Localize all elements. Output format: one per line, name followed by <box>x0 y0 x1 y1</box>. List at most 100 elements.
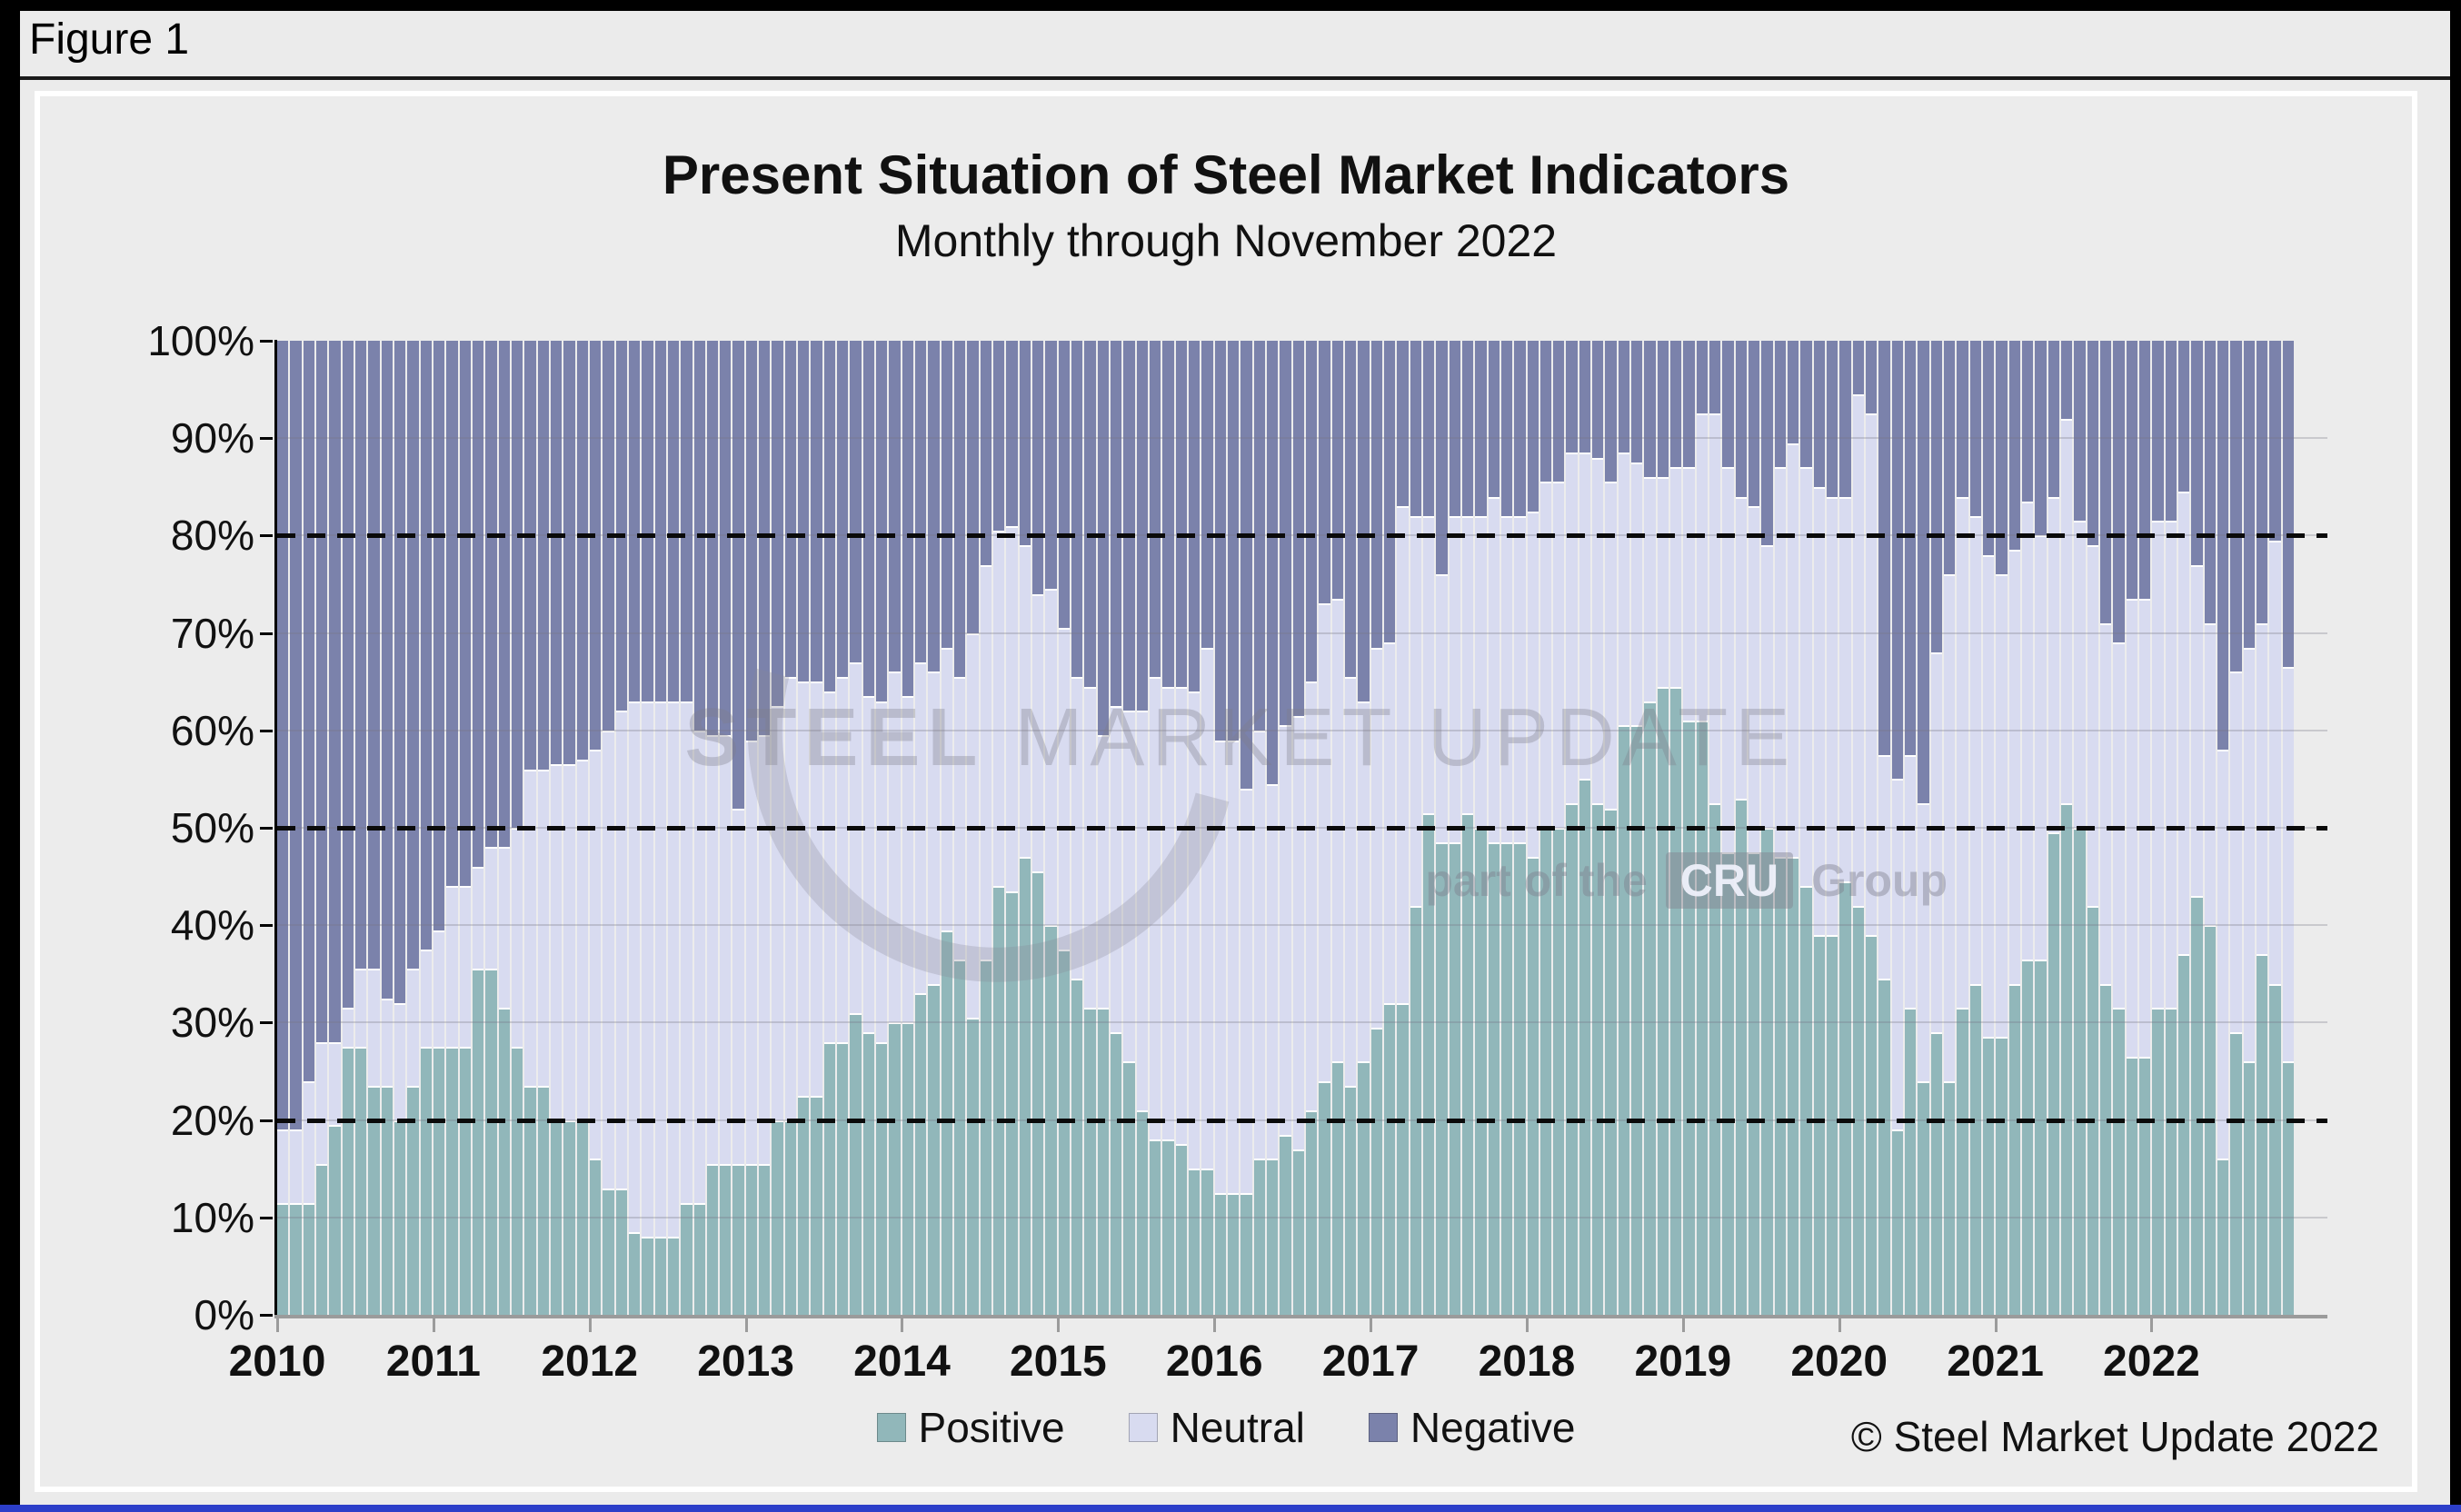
segment-negative <box>876 341 888 701</box>
segment-negative <box>550 341 563 765</box>
y-tick <box>260 729 273 732</box>
segment-positive <box>315 1163 328 1315</box>
segment-neutral <box>2113 642 2125 1009</box>
segment-negative <box>1579 341 1591 453</box>
segment-positive <box>368 1086 380 1315</box>
segment-positive <box>1019 857 1031 1315</box>
segment-positive <box>1709 803 1721 1315</box>
segment-neutral <box>589 750 602 1159</box>
segment-positive <box>1344 1086 1357 1315</box>
segment-negative <box>1319 341 1330 604</box>
segment-neutral <box>524 769 536 1087</box>
bar-month <box>1006 341 1018 1315</box>
segment-positive <box>2035 959 2047 1315</box>
x-tick <box>901 1318 904 1332</box>
figure-label: Figure 1 <box>29 15 190 64</box>
bar-month <box>1084 341 1096 1315</box>
segment-positive <box>524 1086 536 1315</box>
segment-negative <box>2204 341 2216 623</box>
segment-negative <box>889 341 901 672</box>
segment-neutral <box>2204 622 2216 926</box>
bar-month <box>1878 341 1890 1315</box>
bar-month <box>1136 341 1148 1315</box>
segment-negative <box>1280 341 1291 726</box>
page-border-right <box>2450 0 2461 1512</box>
segment-neutral <box>1957 496 1968 1009</box>
bar-month <box>485 341 497 1315</box>
segment-negative <box>1331 341 1343 600</box>
bar-month <box>589 341 602 1315</box>
segment-neutral <box>1097 735 1109 1009</box>
segment-neutral <box>1162 686 1174 1140</box>
segment-negative <box>2217 341 2229 751</box>
segment-positive <box>1358 1061 1370 1315</box>
segment-positive <box>1123 1061 1135 1315</box>
segment-negative <box>2087 341 2098 546</box>
segment-positive <box>1800 886 1812 1315</box>
bar-month <box>2074 341 2086 1315</box>
bar-month <box>368 341 380 1315</box>
bar-month <box>1111 341 1122 1315</box>
segment-positive <box>589 1159 602 1315</box>
segment-positive <box>1032 871 1044 1315</box>
bar-month <box>1969 341 1981 1315</box>
segment-negative <box>1019 341 1031 546</box>
bar-month <box>1162 341 1174 1315</box>
segment-positive <box>1331 1061 1343 1315</box>
bar-month <box>1605 341 1617 1315</box>
bar-month <box>2152 341 2164 1315</box>
bar-month <box>1944 341 1956 1315</box>
bar-month <box>1709 341 1721 1315</box>
segment-positive <box>1670 686 1682 1315</box>
watermark-text-bold: STEEL <box>684 691 985 783</box>
segment-negative <box>1527 341 1539 512</box>
segment-neutral <box>576 759 588 1120</box>
segment-negative <box>1045 341 1057 590</box>
segment-positive <box>967 1018 979 1315</box>
segment-positive <box>1774 857 1787 1315</box>
segment-negative <box>772 341 783 706</box>
segment-negative <box>1227 341 1240 741</box>
segment-positive <box>837 1041 849 1315</box>
segment-positive <box>1449 842 1460 1315</box>
segment-negative <box>1866 341 1878 414</box>
segment-negative <box>2282 341 2294 668</box>
segment-negative <box>459 341 471 887</box>
segment-neutral <box>1800 467 1812 887</box>
segment-neutral <box>798 681 810 1096</box>
bar-month <box>1761 341 1773 1315</box>
segment-positive <box>1982 1037 1995 1315</box>
segment-negative <box>1657 341 1669 478</box>
segment-negative <box>1722 341 1734 468</box>
segment-negative <box>290 341 302 1130</box>
bar-month <box>329 341 341 1315</box>
segment-neutral <box>2217 750 2229 1159</box>
dashed-line-20 <box>277 1118 2327 1123</box>
segment-neutral <box>2008 550 2020 984</box>
bar-month <box>1201 341 1213 1315</box>
bar-month <box>1292 341 1304 1315</box>
segment-negative <box>967 341 979 633</box>
y-tick-label: 10% <box>170 1193 254 1241</box>
bar-month <box>876 341 888 1315</box>
bar-month <box>1266 341 1279 1315</box>
segment-negative <box>1188 341 1201 691</box>
x-tick <box>1681 1318 1685 1332</box>
segment-positive <box>1240 1192 1252 1315</box>
x-tick-label: 2011 <box>385 1338 481 1386</box>
segment-neutral <box>433 930 445 1048</box>
bar-month <box>1774 341 1787 1315</box>
segment-positive <box>407 1086 419 1315</box>
segment-negative <box>1918 341 1929 804</box>
segment-negative <box>1930 341 1942 653</box>
segment-positive <box>1305 1109 1318 1315</box>
segment-neutral <box>1891 779 1904 1130</box>
bar-month <box>642 341 653 1315</box>
segment-negative <box>1618 341 1630 453</box>
gridline <box>277 1021 2327 1024</box>
legend-label: Neutral <box>1170 1404 1305 1451</box>
segment-neutral <box>2230 671 2242 1033</box>
segment-negative <box>498 341 510 848</box>
segment-negative <box>1878 341 1890 755</box>
bar-month <box>967 341 979 1315</box>
